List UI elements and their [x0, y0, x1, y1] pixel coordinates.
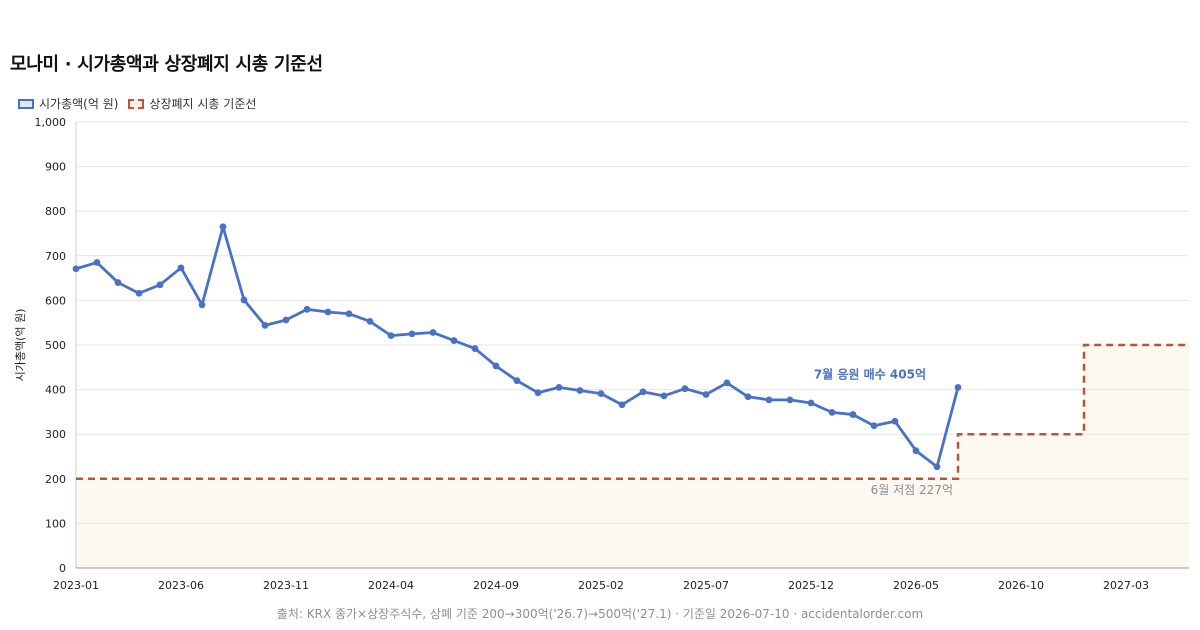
market-cap-point[interactable]: [429, 329, 437, 336]
market-cap-point[interactable]: [93, 259, 101, 266]
market-cap-point[interactable]: [471, 345, 479, 352]
market-cap-point[interactable]: [72, 265, 80, 273]
y-tick-label: 700: [45, 250, 66, 263]
annotations: 7월 응원 매수 405억 6월 저점 227억: [814, 366, 953, 496]
x-tick-labels: 2023-01 2023-06 2023-11 2024-04 2024-09 2025-…: [53, 579, 1149, 592]
y-tick-label: 400: [45, 384, 66, 397]
y-tick-label: 900: [45, 161, 66, 174]
market-cap-point[interactable]: [765, 396, 773, 404]
market-cap-point[interactable]: [177, 264, 185, 272]
market-cap-point[interactable]: [639, 388, 647, 396]
market-cap-point[interactable]: [870, 422, 878, 430]
y-tick-label: 500: [45, 339, 66, 352]
x-tick-label: 2026-05: [893, 579, 939, 592]
market-cap-point[interactable]: [156, 281, 164, 289]
x-tick-label: 2025-07: [683, 579, 729, 592]
market-cap-point[interactable]: [807, 399, 815, 407]
y-tick-labels: 0 100 200 300 400 500 600 700 800 900 1,000: [35, 116, 67, 575]
market-cap-point[interactable]: [828, 408, 836, 416]
x-tick-label: 2023-11: [263, 579, 309, 592]
market-cap-point[interactable]: [114, 279, 122, 286]
annotation-june-low: 6월 저점 227억: [871, 483, 953, 497]
y-tick-label: 300: [45, 428, 66, 441]
x-tick-label: 2026-10: [998, 579, 1044, 592]
market-cap-point[interactable]: [849, 411, 857, 418]
chart-legend: 시가총액(억 원) 상장폐지 시총 기준선: [18, 95, 266, 112]
market-cap-line: [75, 225, 960, 469]
market-cap-series: [72, 223, 962, 471]
threshold-step-line: [76, 343, 1189, 481]
market-cap-point[interactable]: [408, 330, 416, 338]
market-cap-point[interactable]: [345, 310, 353, 318]
y-tick-label: 0: [59, 562, 66, 575]
legend-item-market-cap[interactable]: 시가총액(억 원): [18, 95, 118, 112]
market-cap-point[interactable]: [324, 308, 332, 316]
market-cap-point[interactable]: [618, 401, 626, 409]
legend-swatch-delisting-threshold: [128, 98, 145, 109]
market-cap-point[interactable]: [513, 377, 521, 385]
market-cap-point[interactable]: [387, 332, 395, 340]
axes: [75, 122, 1189, 569]
x-tick-label: 2024-09: [473, 579, 519, 592]
legend-label-delisting-threshold: 상장폐지 시총 기준선: [149, 97, 257, 111]
x-tick-label: 2025-12: [788, 579, 834, 592]
x-tick-label: 2027-03: [1103, 579, 1149, 592]
market-cap-point[interactable]: [219, 223, 227, 231]
threshold-line: [76, 343, 1189, 481]
market-cap-point[interactable]: [954, 383, 962, 391]
market-cap-point[interactable]: [240, 296, 248, 304]
market-cap-point[interactable]: [681, 385, 689, 393]
grid-lines: [76, 121, 1189, 569]
market-cap-point[interactable]: [450, 337, 458, 344]
market-cap-point[interactable]: [261, 321, 269, 329]
market-cap-point[interactable]: [366, 317, 374, 325]
market-cap-point[interactable]: [198, 301, 206, 309]
market-cap-point[interactable]: [744, 393, 752, 401]
x-tick-label: 2023-06: [158, 579, 204, 592]
y-tick-label: 100: [45, 517, 66, 530]
threshold-fill-area: [76, 345, 1189, 568]
market-cap-point[interactable]: [534, 389, 542, 397]
annotation-july-buy: 7월 응원 매수 405억: [814, 366, 926, 381]
y-tick-label: 600: [45, 294, 66, 307]
market-cap-point[interactable]: [786, 396, 794, 404]
legend-label-market-cap: 시가총액(억 원): [39, 97, 119, 111]
y-tick-label: 1,000: [35, 116, 67, 129]
y-tick-label: 800: [45, 205, 66, 218]
market-cap-point[interactable]: [555, 383, 563, 391]
market-cap-point[interactable]: [303, 305, 311, 313]
market-cap-point[interactable]: [723, 379, 731, 387]
market-cap-point[interactable]: [660, 392, 668, 400]
market-cap-point[interactable]: [702, 391, 710, 398]
legend-swatch-market-cap: [18, 98, 34, 109]
market-cap-point[interactable]: [597, 390, 605, 398]
y-tick-label: 200: [45, 473, 66, 486]
market-cap-point[interactable]: [492, 362, 500, 370]
market-cap-point[interactable]: [135, 289, 143, 297]
market-cap-point[interactable]: [912, 447, 920, 455]
x-tick-label: 2024-04: [368, 579, 414, 592]
legend-item-delisting-threshold[interactable]: 상장폐지 시총 기준선: [128, 95, 256, 112]
chart-title: 모나미 · 시가총액과 상장폐지 시총 기준선: [10, 54, 323, 75]
threshold-fill: [76, 345, 1189, 568]
source-footer: 출처: KRX 종가×상장주식수, 상폐 기준 200→300억('26.7)→…: [276, 607, 924, 621]
x-tick-label: 2025-02: [578, 579, 624, 592]
market-cap-point[interactable]: [282, 316, 290, 324]
y-axis-label: 시가총액(억 원): [14, 309, 27, 382]
market-cap-point[interactable]: [576, 387, 584, 394]
market-cap-point[interactable]: [933, 463, 941, 471]
x-tick-label: 2023-01: [53, 579, 99, 592]
market-cap-point[interactable]: [891, 417, 899, 425]
